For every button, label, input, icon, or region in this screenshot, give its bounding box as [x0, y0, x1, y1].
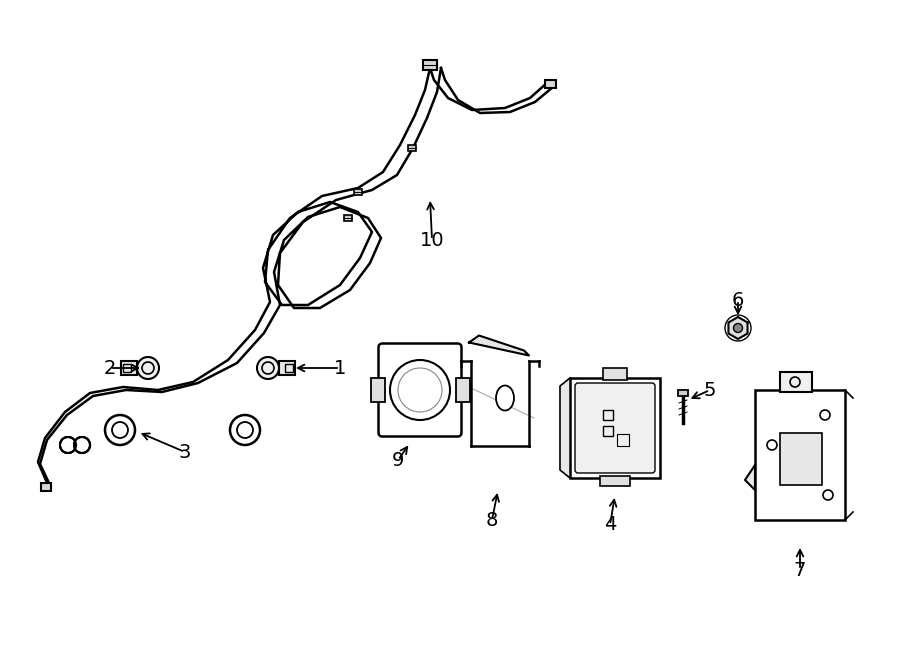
Bar [755, 390, 845, 520]
Polygon shape [469, 336, 529, 355]
Text: 4: 4 [604, 516, 617, 534]
Circle shape [390, 360, 450, 420]
Bar [123, 364, 131, 372]
Text: 7: 7 [794, 561, 806, 579]
Text: 8: 8 [486, 510, 499, 530]
Bar [408, 145, 416, 151]
Bar [780, 372, 812, 392]
Text: 6: 6 [732, 291, 744, 310]
Bar [41, 483, 51, 491]
Bar [603, 368, 627, 380]
Bar [678, 390, 688, 396]
Text: 10: 10 [419, 230, 445, 250]
Circle shape [230, 415, 260, 445]
Bar [603, 426, 613, 436]
Polygon shape [745, 465, 755, 490]
FancyBboxPatch shape [379, 344, 462, 436]
Bar [617, 434, 629, 446]
Circle shape [257, 357, 279, 379]
Bar [285, 364, 293, 372]
Text: 5: 5 [704, 381, 716, 399]
Bar [570, 378, 660, 478]
Bar [121, 361, 137, 375]
Text: 3: 3 [179, 442, 191, 461]
Circle shape [74, 437, 90, 453]
Text: 1: 1 [334, 359, 346, 377]
Circle shape [137, 357, 159, 379]
Text: 2: 2 [104, 359, 116, 377]
Bar [455, 378, 470, 402]
Circle shape [734, 324, 742, 332]
Bar [471, 361, 529, 446]
Text: 9: 9 [392, 451, 404, 469]
Bar [603, 410, 613, 420]
Bar [423, 60, 437, 70]
Bar [371, 378, 384, 402]
Circle shape [105, 415, 135, 445]
Ellipse shape [496, 385, 514, 410]
Polygon shape [728, 317, 748, 339]
Bar [545, 80, 556, 88]
Circle shape [60, 437, 76, 453]
Bar [780, 433, 822, 485]
Polygon shape [560, 378, 570, 478]
FancyBboxPatch shape [575, 383, 655, 473]
Bar [279, 361, 295, 375]
Bar [344, 215, 352, 221]
Bar [354, 189, 362, 195]
Bar [600, 476, 630, 486]
